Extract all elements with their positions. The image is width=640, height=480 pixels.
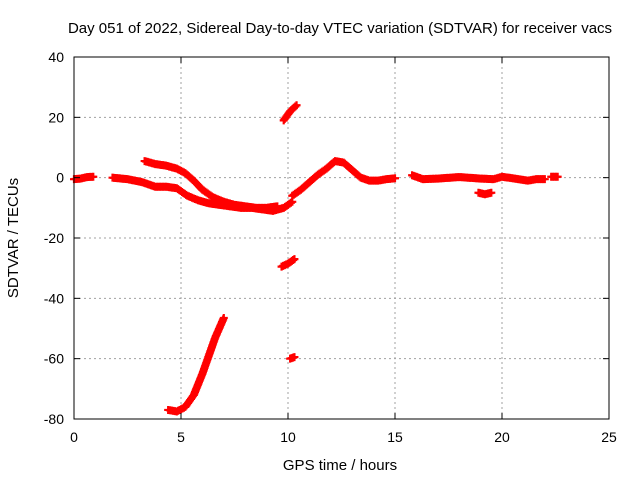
data-series-arc-11 (474, 188, 496, 199)
x-tick-label: 0 (70, 429, 78, 445)
x-tick-label: 20 (494, 429, 510, 445)
axis-ticks: 0 5 10 15 20 25 -80 -60 -40 -20 0 20 40 (44, 49, 617, 445)
y-tick-label: -20 (44, 230, 64, 246)
x-tick-label: 15 (387, 429, 403, 445)
data-point (487, 188, 496, 197)
data-series-arc-10 (547, 172, 562, 181)
plot-area (70, 101, 562, 416)
data-point (391, 174, 399, 183)
data-series-arc-4 (164, 313, 228, 416)
data-point (273, 202, 282, 211)
y-tick-label: 0 (56, 170, 64, 186)
y-tick-label: -60 (44, 351, 64, 367)
data-series-arc-7 (286, 353, 299, 363)
data-point (292, 101, 301, 110)
x-tick-label: 5 (177, 429, 185, 445)
data-point (540, 175, 549, 184)
data-series-arc-3 (140, 157, 282, 212)
data-series-arc-9 (408, 171, 549, 185)
data-series-arc-8 (288, 157, 399, 200)
x-axis-label: GPS time / hours (283, 457, 397, 474)
data-point (290, 353, 299, 362)
data-series-arc-6 (277, 255, 299, 271)
data-series-arc-5 (279, 101, 301, 125)
chart-title: Day 051 of 2022, Sidereal Day-to-day VTE… (68, 20, 612, 37)
y-tick-label: -40 (44, 290, 64, 306)
y-tick-label: 20 (48, 109, 64, 125)
y-tick-label: -80 (44, 411, 64, 427)
data-point (219, 313, 228, 322)
data-point (553, 172, 562, 181)
data-series-arc-1 (70, 172, 98, 184)
grid (74, 57, 609, 419)
data-point-dense (291, 102, 300, 111)
y-axis-label: SDTVAR / TECUs (5, 178, 22, 298)
y-tick-label: 40 (48, 49, 64, 65)
data-point (290, 255, 299, 264)
x-tick-label: 10 (280, 429, 296, 445)
x-tick-label: 25 (601, 429, 617, 445)
data-point (89, 172, 98, 181)
